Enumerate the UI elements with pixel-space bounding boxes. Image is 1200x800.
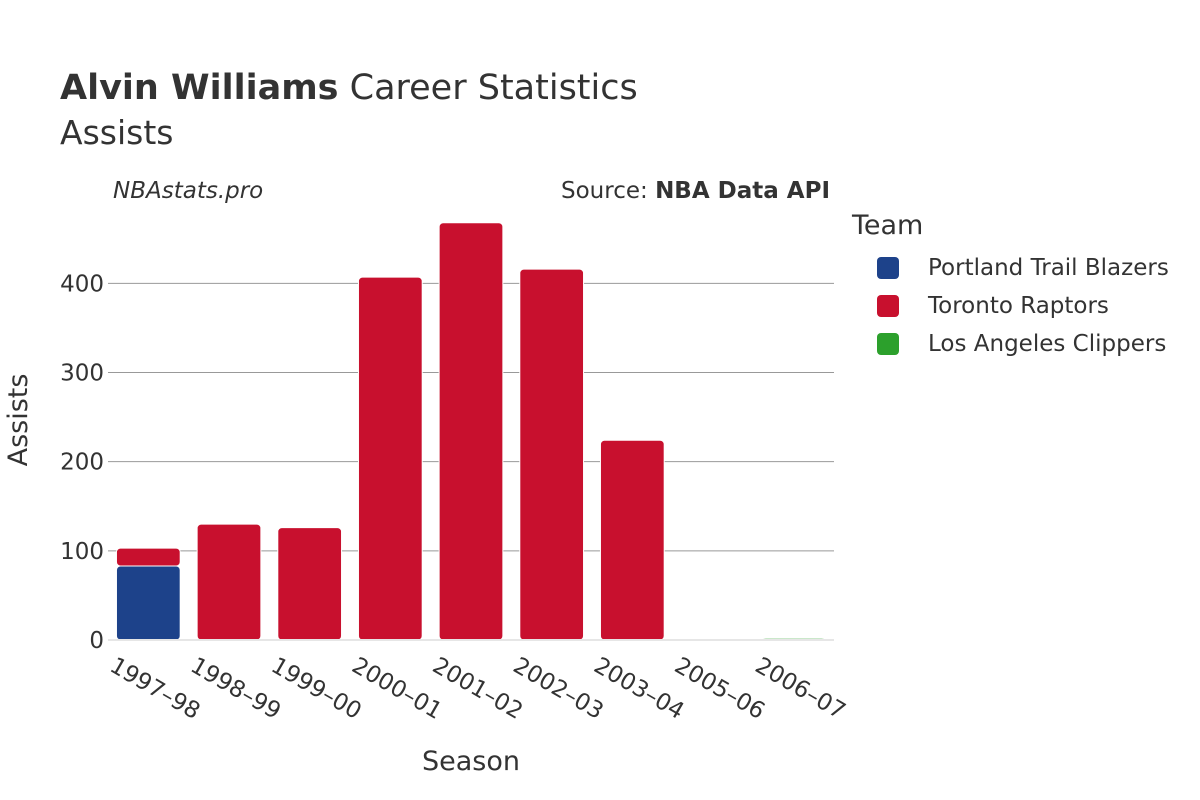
bar-toronto-raptors-2002–03[interactable]	[519, 268, 585, 641]
site-credit: NBAstats.pro	[113, 178, 264, 204]
y-tick-labels: 0 100 200 300 400	[60, 271, 104, 654]
bar-toronto-raptors-1999–00[interactable]	[277, 527, 343, 641]
legend: Team Portland Trail Blazers Toronto Rapto…	[852, 210, 1169, 363]
x-tick-label: 2006–07	[751, 653, 850, 725]
bar-toronto-raptors-1998–99[interactable]	[196, 523, 262, 641]
x-tick-label: 1999–00	[267, 653, 366, 725]
y-tick-label: 100	[60, 539, 104, 565]
x-tick-label: 2003–04	[589, 653, 688, 725]
legend-items: Portland Trail Blazers Toronto Raptors Los…	[852, 249, 1169, 363]
legend-item-portland-trail-blazers[interactable]: Portland Trail Blazers	[852, 249, 1169, 287]
bar-portland-trail-blazers-1997–98[interactable]	[115, 565, 181, 641]
bar-toronto-raptors-2000–01[interactable]	[357, 276, 423, 641]
legend-swatch	[877, 333, 899, 355]
y-tick-label: 300	[60, 361, 104, 387]
chart-title-player: Alvin Williams	[60, 68, 339, 108]
source-name: NBA Data API	[655, 178, 830, 204]
legend-label: Toronto Raptors	[928, 293, 1109, 319]
x-tick-labels: 1997–981998–991999–002000–012001–022002–…	[105, 653, 849, 725]
x-tick-label: 1998–99	[186, 653, 285, 725]
legend-item-toronto-raptors[interactable]: Toronto Raptors	[852, 287, 1169, 325]
x-tick-label: 2000–01	[347, 653, 446, 725]
x-tick-label: 1997–98	[105, 653, 204, 725]
legend-swatch	[877, 257, 899, 279]
x-axis-label: Season	[422, 746, 520, 777]
legend-label: Portland Trail Blazers	[928, 255, 1169, 281]
y-axis-label: Assists	[3, 374, 34, 467]
source-prefix: Source:	[561, 178, 656, 204]
bar-toronto-raptors-2003–04[interactable]	[599, 439, 665, 641]
x-tick-label: 2001–02	[428, 653, 527, 725]
chart-title-rest: Career Statistics	[338, 68, 638, 108]
x-tick-label: 2005–06	[670, 653, 769, 725]
bar-toronto-raptors-2001–02[interactable]	[438, 222, 504, 641]
x-tick-label: 2002–03	[509, 653, 608, 725]
source-credit: Source: NBA Data API	[561, 178, 830, 204]
bars	[115, 222, 827, 641]
legend-swatch	[877, 295, 899, 317]
legend-title: Team	[852, 210, 924, 241]
y-tick-label: 400	[60, 271, 104, 297]
y-tick-label: 200	[60, 450, 104, 476]
chart-title: Alvin Williams Career Statistics	[60, 68, 638, 108]
y-tick-label: 0	[89, 628, 104, 654]
chart-subtitle: Assists	[60, 113, 174, 152]
legend-label: Los Angeles Clippers	[928, 331, 1167, 357]
bar-toronto-raptors-1997–98[interactable]	[115, 547, 181, 567]
legend-item-los-angeles-clippers[interactable]: Los Angeles Clippers	[852, 325, 1169, 363]
